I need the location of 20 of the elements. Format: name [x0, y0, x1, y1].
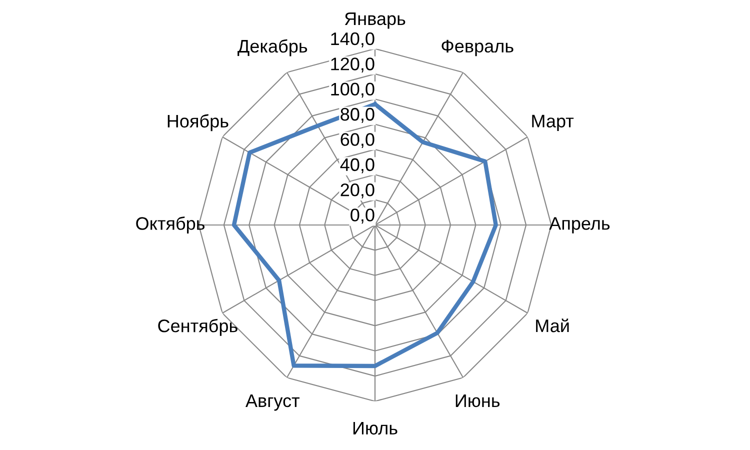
y-tick-label: 80,0	[340, 108, 374, 123]
spoke-label: Сентябрь	[158, 318, 238, 336]
spoke-label: Декабрь	[238, 39, 308, 56]
y-tick-label: 120,0	[331, 58, 374, 72]
spoke-label: Январь	[344, 12, 406, 29]
spoke-label: Июль	[353, 422, 398, 435]
spoke-label: Октябрь	[136, 216, 205, 234]
spoke-label: Апрель	[549, 217, 610, 234]
spoke-label: Июнь	[456, 394, 500, 408]
y-tick-label: 100,0	[331, 82, 374, 98]
spoke-label: Август	[246, 394, 300, 411]
y-tick-label: 0,0	[350, 208, 374, 224]
spoke-label: Май	[536, 318, 569, 332]
y-tick-label: 20,0	[340, 183, 374, 198]
spoke-label: Февраль	[442, 40, 514, 56]
spoke-label: Ноябрь	[168, 114, 228, 132]
y-tick-label: 60,0	[340, 133, 374, 148]
y-tick-label: 140,0	[331, 32, 374, 48]
y-tick-label: 40,0	[340, 158, 374, 174]
spoke-label: Март	[532, 114, 574, 132]
